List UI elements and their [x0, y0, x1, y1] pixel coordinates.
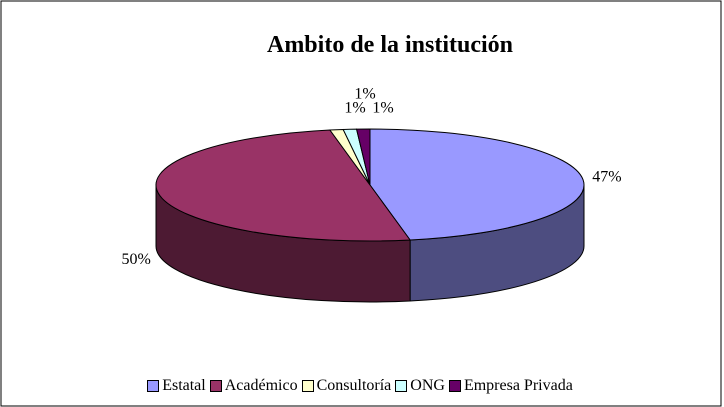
- legend-swatch: [301, 380, 314, 392]
- legend-label: Estatal: [162, 377, 206, 394]
- legend-item: Empresa Privada: [448, 377, 573, 395]
- legend: Estatal Académico Consultoría ONG Empresa Pr…: [0, 377, 724, 395]
- legend-item: Académico: [209, 377, 298, 395]
- legend-label: Académico: [224, 377, 298, 394]
- legend-item: Estatal: [147, 377, 206, 395]
- legend-label: Empresa Privada: [463, 377, 573, 394]
- legend-item: ONG: [395, 377, 445, 395]
- legend-swatch: [448, 380, 461, 392]
- slice: [355, 128, 371, 186]
- data-label: 1%: [344, 100, 365, 117]
- data-label: 47%: [592, 169, 621, 186]
- legend-swatch: [395, 380, 408, 392]
- slice: [155, 129, 412, 242]
- legend-swatch: [147, 380, 160, 392]
- data-label: 50%: [122, 251, 151, 268]
- data-label: 1%: [354, 86, 375, 103]
- legend-label: ONG: [410, 377, 445, 394]
- slice: [369, 128, 585, 241]
- legend-label: Consultoría: [316, 377, 392, 394]
- chart-title: Ambito de la institución: [267, 32, 513, 58]
- legend-swatch: [209, 380, 222, 392]
- legend-item: Consultoría: [301, 377, 392, 395]
- data-label: 1%: [372, 100, 393, 117]
